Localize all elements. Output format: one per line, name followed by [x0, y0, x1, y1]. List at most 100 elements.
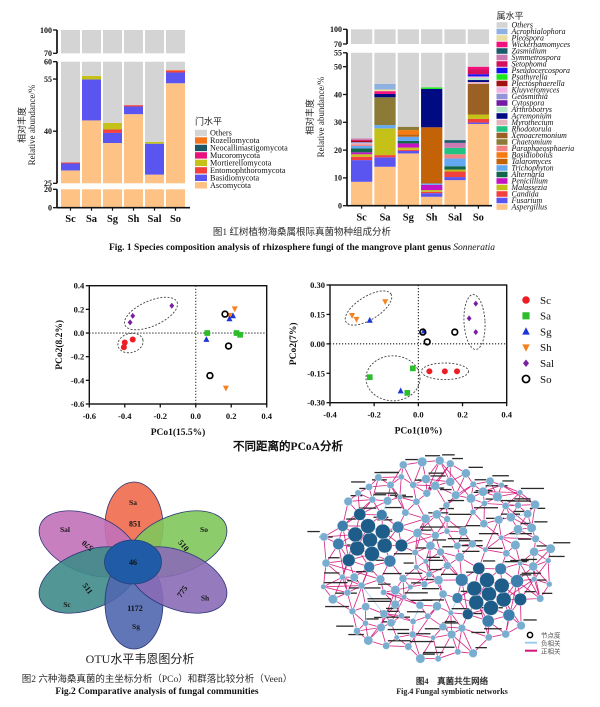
- node-label: [536, 545, 551, 547]
- bar-segment: [82, 79, 101, 121]
- node-label: [367, 600, 391, 602]
- network-node: [485, 476, 495, 486]
- bar-segment: [397, 136, 419, 141]
- bar-segment: [145, 174, 164, 184]
- node-label: [442, 622, 459, 624]
- network-node: [401, 508, 410, 517]
- network-node: [517, 489, 524, 496]
- bar-segment: [467, 114, 490, 119]
- network-node: [374, 473, 383, 482]
- y-tick-label: 0.30: [310, 280, 325, 290]
- bar-segment: [421, 52, 443, 88]
- bar-segment: [374, 157, 396, 167]
- legend-swatch: [195, 137, 207, 144]
- network-node: [365, 483, 373, 491]
- bar-segment: [374, 91, 396, 94]
- bar-segment: [145, 30, 164, 54]
- bar-segment: [397, 153, 419, 206]
- node-label: [374, 616, 387, 619]
- y-tick-label: 70: [334, 40, 342, 49]
- network-node: [382, 641, 391, 650]
- data-point-sc: [129, 336, 136, 343]
- node-label: [421, 599, 444, 601]
- node-label: [440, 488, 452, 491]
- legend-swatch: [496, 152, 508, 158]
- network-node: [472, 562, 486, 575]
- node-label: [427, 559, 444, 561]
- node-label: [474, 479, 490, 481]
- x-tick-label: 0.0: [413, 410, 424, 420]
- network-node: [424, 612, 432, 620]
- network-edge-positive: [532, 566, 541, 599]
- data-point-sg: [397, 387, 404, 394]
- node-label: [468, 466, 483, 468]
- network-node: [502, 549, 511, 558]
- network-node: [458, 526, 468, 537]
- legend-swatch: [496, 41, 508, 48]
- y-axis-label: PCo2(7%): [288, 322, 299, 365]
- node-label: [447, 538, 469, 540]
- network-node: [498, 534, 504, 541]
- bar-segment: [421, 183, 443, 185]
- bar-segment: [374, 155, 396, 158]
- bar-segment: [421, 191, 443, 194]
- legend-label: Malassezia: [511, 183, 548, 192]
- network-edge-positive: [461, 628, 474, 654]
- node-label: [520, 522, 532, 525]
- bar-segment: [374, 29, 396, 44]
- node-label: [442, 546, 454, 548]
- cluster-ellipse: [124, 296, 178, 331]
- network-node: [390, 585, 401, 596]
- bar-segment: [467, 118, 490, 123]
- bar-segment: [61, 61, 80, 163]
- node-label: [387, 628, 410, 631]
- network-node: [536, 594, 545, 603]
- node-label: [518, 538, 532, 540]
- bar-segment: [61, 163, 80, 171]
- y-tick-label: 40: [44, 127, 52, 136]
- data-point-sal: [130, 312, 136, 319]
- node-label: [492, 475, 509, 477]
- network-node: [455, 573, 469, 587]
- legend-label: Basidiobolus: [512, 151, 553, 160]
- legend-swatch: [195, 159, 207, 167]
- node-label: [373, 494, 387, 496]
- bar-segment: [351, 144, 373, 146]
- node-label: [442, 454, 455, 456]
- y-tick-label: 100: [330, 25, 342, 34]
- bar-segment: [374, 166, 396, 206]
- node-label: [523, 619, 537, 621]
- bar-segment: [124, 114, 143, 184]
- figure1-caption-cn: 图1 红树植物海桑属根际真菌物种组成分析: [212, 228, 392, 238]
- bar-segment: [444, 140, 466, 143]
- bar-segment: [397, 134, 419, 137]
- legend-label: Sa: [540, 311, 551, 323]
- node-label: [410, 599, 433, 601]
- bar-segment: [166, 61, 185, 71]
- y-tick-label: 25: [44, 179, 52, 188]
- bar-segment: [467, 122, 490, 124]
- legend-swatch: [496, 178, 508, 184]
- network-edge-positive: [410, 573, 430, 588]
- network-node: [465, 493, 476, 504]
- network-node: [417, 456, 428, 467]
- network-node: [349, 540, 365, 557]
- y-axis-label: PCo2(8.2%): [54, 320, 65, 370]
- network-node: [545, 543, 556, 554]
- network-edge-positive: [432, 637, 439, 659]
- node-label: [474, 507, 498, 509]
- bar-segment: [397, 149, 419, 151]
- venn-sample-label: Sal: [60, 525, 70, 534]
- bar-segment: [351, 143, 373, 145]
- node-label: [553, 542, 571, 544]
- network-edge-positive: [519, 563, 541, 599]
- bar-segment: [82, 189, 101, 208]
- network-node: [396, 494, 403, 501]
- network-node: [386, 618, 396, 628]
- x-tick-label: Sal: [448, 213, 462, 224]
- x-tick-label: Sal: [147, 214, 161, 225]
- legend-swatch: [195, 182, 207, 189]
- node-label: [387, 640, 411, 642]
- node-label: [432, 539, 447, 541]
- y-tick-label: 0: [338, 202, 342, 211]
